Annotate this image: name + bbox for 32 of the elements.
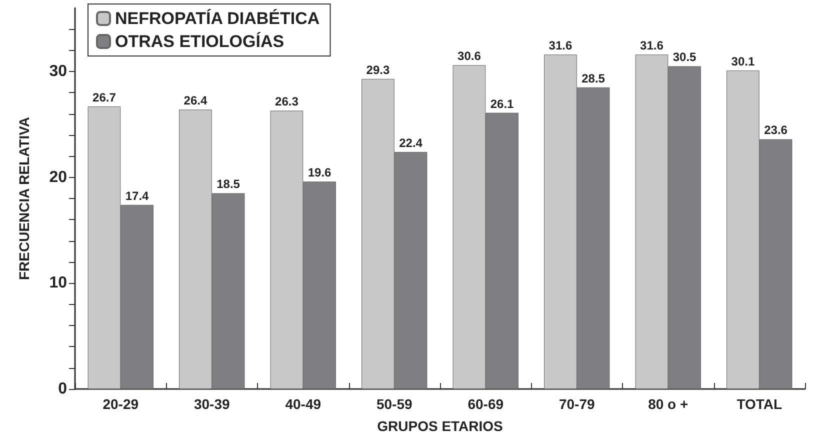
data-label: 31.6 — [640, 38, 664, 53]
x-tick-label: 20-29 — [102, 396, 139, 412]
x-tick-label: 30-39 — [194, 396, 230, 412]
data-label: 26.4 — [184, 94, 208, 108]
x-tick-label: 50-59 — [376, 396, 412, 412]
x-tick-label: 80 o + — [648, 396, 688, 412]
x-axis-title: GRUPOS ETARIOS — [377, 418, 503, 434]
data-label: 22.4 — [399, 136, 423, 150]
data-label: 18.5 — [216, 177, 240, 192]
x-tick-label: 60-69 — [468, 396, 504, 412]
data-label: 30.1 — [731, 54, 755, 68]
data-label: 26.7 — [92, 90, 116, 104]
data-label: 26.1 — [490, 96, 514, 111]
y-tick-label: 30 — [49, 63, 68, 80]
data-label: 19.6 — [308, 166, 332, 180]
x-tick-label: 40-49 — [285, 396, 322, 412]
legend-label: OTRAS ETIOLOGÍAS — [115, 31, 284, 51]
y-axis-title: FRECUENCIA RELATIVA — [16, 116, 32, 280]
data-label: 30.5 — [672, 50, 697, 64]
data-label: 17.4 — [125, 188, 150, 203]
data-label: 26.3 — [275, 94, 299, 109]
data-label: 29.3 — [366, 62, 390, 77]
data-label: 30.6 — [458, 49, 482, 64]
data-label: 31.6 — [548, 38, 572, 53]
x-tick-label: TOTAL — [736, 396, 782, 412]
y-tick-label: 10 — [49, 274, 68, 292]
y-tick-label: 0 — [58, 380, 68, 398]
legend-label: NEFROPATÍA DIABÉTICA — [115, 8, 320, 28]
y-tick-label: 20 — [49, 168, 68, 186]
data-label: 23.6 — [764, 123, 788, 138]
x-tick-label: 70-79 — [558, 396, 595, 412]
data-label: 28.5 — [582, 71, 606, 86]
